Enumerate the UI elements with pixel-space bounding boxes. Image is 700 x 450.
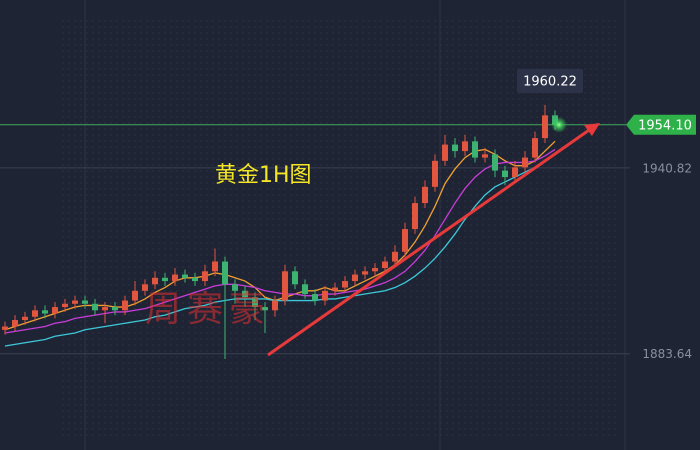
candle-body — [542, 115, 548, 139]
candle-body — [322, 290, 328, 301]
candle-body — [202, 271, 208, 282]
candle-body — [192, 277, 198, 282]
candle-body — [272, 300, 278, 311]
candle-body — [302, 284, 308, 295]
trend-arrow-head — [584, 123, 600, 136]
candle-body — [2, 326, 8, 330]
y-tick-label: 1883.64 — [642, 347, 692, 361]
candle-body — [112, 307, 118, 311]
candle-body — [162, 277, 168, 282]
candle-body — [532, 138, 538, 158]
candle-body — [82, 300, 88, 304]
candle-body — [282, 271, 288, 301]
candle-body — [122, 300, 128, 311]
chart-title: 黄金1H图 — [215, 163, 312, 188]
candle-body — [92, 303, 98, 311]
candle-body — [482, 154, 488, 158]
candle-body — [142, 284, 148, 291]
candle-body — [452, 144, 458, 152]
candle-body — [152, 277, 158, 285]
ma-line — [4, 148, 556, 334]
y-tick-label: 1940.82 — [642, 161, 692, 175]
candle-body — [342, 281, 348, 288]
high-label: 1960.22 — [523, 75, 577, 90]
candle-body — [52, 307, 58, 314]
candles — [2, 104, 558, 360]
last-price-label: 1954.10 — [638, 118, 692, 133]
candle-body — [172, 274, 178, 282]
candle-body — [132, 290, 138, 301]
candle-body — [472, 141, 478, 158]
candle-body — [222, 261, 228, 285]
candle-body — [432, 160, 438, 187]
candle-body — [182, 274, 188, 278]
candle-body — [392, 251, 398, 262]
candle-body — [312, 294, 318, 301]
candle-body — [362, 271, 368, 275]
candle-body — [232, 284, 238, 291]
candle-body — [492, 154, 498, 171]
labels: 1940.82 1883.64 1954.10 1960.22 — [517, 69, 696, 361]
candle-body — [352, 274, 358, 282]
candle-body — [252, 297, 258, 308]
candle-body — [402, 229, 408, 252]
candle-body — [242, 290, 248, 298]
last-price-tag — [626, 114, 696, 135]
candle-body — [462, 141, 468, 152]
candle-body — [522, 157, 528, 168]
candle-body — [502, 170, 508, 178]
candle-body — [62, 303, 68, 308]
candle-body — [512, 167, 518, 178]
candle-body — [12, 320, 18, 327]
current-point — [551, 116, 567, 133]
candle-body — [42, 310, 48, 314]
candle-body — [292, 271, 298, 285]
watermark: 周赛豪 — [145, 289, 271, 330]
candle-body — [262, 307, 268, 311]
candle-body — [32, 310, 38, 317]
candle-body — [102, 307, 108, 311]
high-label-box — [517, 69, 583, 93]
candle-body — [422, 186, 428, 204]
candle-body — [382, 261, 388, 269]
candle-body — [412, 203, 418, 230]
candle-body — [442, 144, 448, 161]
trend-arrow — [267, 126, 593, 357]
candle-body — [372, 268, 378, 272]
ma-line — [4, 153, 556, 347]
candle-body — [332, 287, 338, 291]
candle-body — [22, 316, 28, 321]
candle-body — [212, 261, 218, 272]
candle-body — [72, 300, 78, 304]
